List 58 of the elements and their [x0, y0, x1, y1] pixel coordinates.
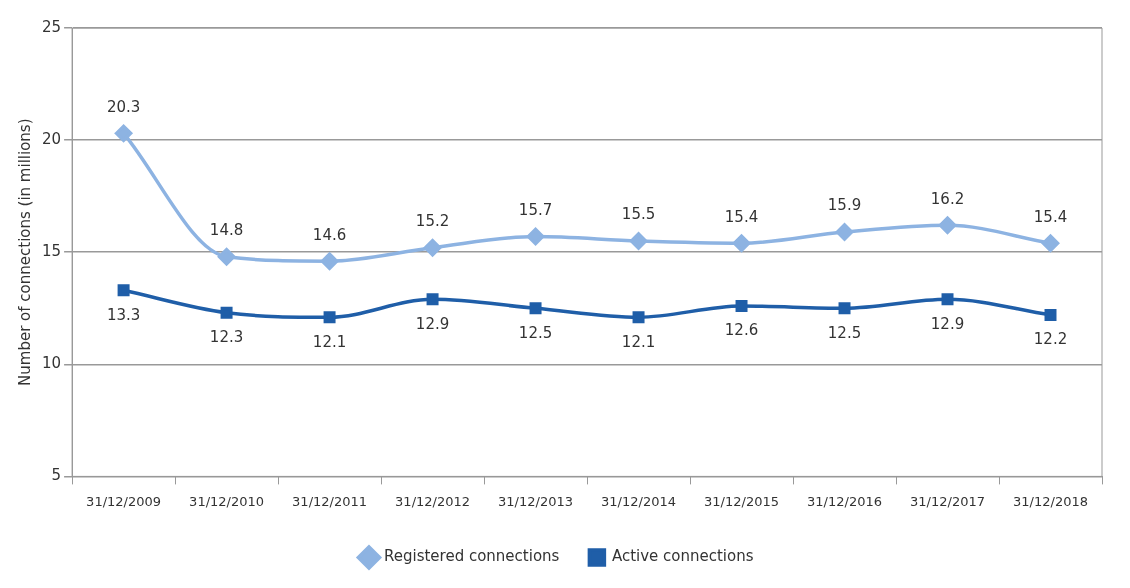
- x-tick-label: 31/12/2016: [807, 493, 882, 509]
- point: [423, 238, 442, 257]
- data-label: 12.5: [827, 323, 862, 342]
- point: [426, 293, 439, 306]
- data-label: 12.2: [1033, 330, 1068, 349]
- point: [220, 306, 233, 319]
- legend-label: Active connections: [611, 547, 754, 566]
- point: [941, 293, 954, 306]
- data-label: 20.3: [106, 97, 141, 116]
- y-axis-title: Number of connections (in millions): [15, 118, 34, 386]
- point: [838, 302, 851, 315]
- point: [835, 223, 854, 241]
- data-label: 15.4: [724, 207, 759, 226]
- data-label: 12.6: [724, 321, 759, 340]
- data-label: 15.7: [518, 200, 553, 219]
- data-label: 12.3: [209, 328, 244, 347]
- point: [117, 284, 130, 297]
- data-label: 12.9: [415, 314, 450, 333]
- x-tick-label: 31/12/2017: [910, 493, 985, 509]
- x-tick-label: 31/12/2010: [189, 493, 265, 509]
- data-label: 15.5: [621, 205, 656, 224]
- x-tick-label: 31/12/2018: [1013, 493, 1088, 509]
- point: [526, 227, 545, 246]
- y-tick-label: 15: [41, 242, 62, 261]
- point: [529, 302, 542, 315]
- data-label: 13.3: [106, 305, 141, 324]
- data-label: 12.1: [312, 332, 347, 351]
- point: [320, 252, 339, 270]
- data-label: 12.5: [518, 323, 553, 342]
- y-tick-label: 5: [51, 466, 62, 485]
- point: [323, 311, 336, 324]
- point: [629, 232, 648, 250]
- point: [938, 216, 957, 235]
- x-tick-label: 31/12/2014: [601, 493, 677, 509]
- data-label: 12.1: [621, 332, 656, 351]
- point: [732, 234, 751, 252]
- point: [217, 247, 236, 266]
- x-tick-label: 31/12/2011: [292, 493, 368, 509]
- data-label: 12.9: [930, 314, 965, 333]
- point: [1044, 308, 1057, 321]
- y-tick-label: 20: [41, 129, 62, 148]
- x-tick-label: 31/12/2009: [86, 493, 162, 509]
- point: [1041, 234, 1060, 252]
- point: [114, 124, 133, 143]
- y-tick-label: 10: [41, 354, 62, 373]
- data-label: 15.9: [827, 196, 862, 215]
- point: [735, 300, 748, 312]
- x-tick-label: 31/12/2015: [704, 493, 779, 509]
- data-label: 15.4: [1033, 207, 1068, 226]
- x-tick-label: 31/12/2013: [498, 493, 574, 509]
- data-label: 14.8: [209, 221, 244, 240]
- data-label: 15.2: [415, 212, 450, 231]
- x-tick-label: 31/12/2012: [395, 493, 471, 509]
- legend-label: Registered connections: [383, 547, 560, 566]
- data-label: 16.2: [930, 189, 965, 208]
- data-label: 14.6: [312, 225, 347, 244]
- point: [632, 311, 645, 324]
- y-tick-label: 25: [41, 17, 62, 36]
